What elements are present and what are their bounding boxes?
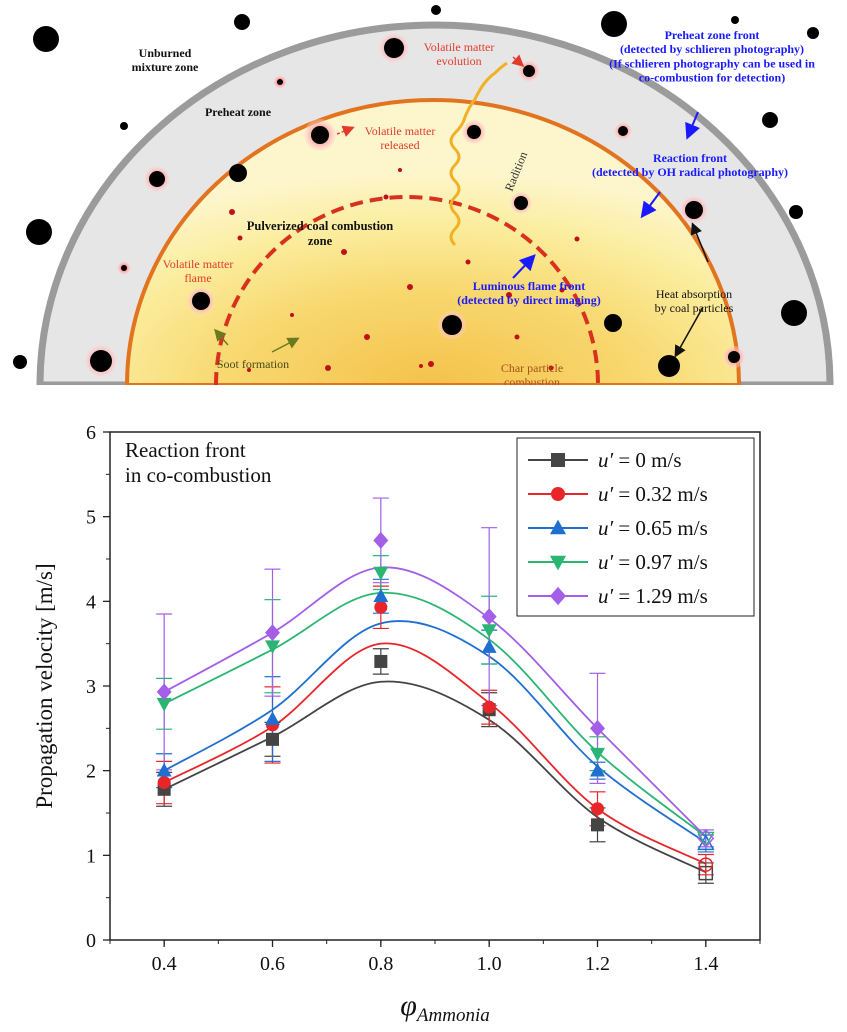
reaction-front-label: Reaction front (detected by OH radical ph… bbox=[592, 151, 788, 179]
data-point bbox=[373, 588, 389, 603]
data-point bbox=[591, 818, 604, 832]
y-tick-label: 2 bbox=[86, 761, 96, 783]
legend-label: u′ = 0 m/s bbox=[598, 448, 682, 472]
unburned-particles bbox=[13, 5, 819, 369]
y-tick-label: 3 bbox=[86, 676, 96, 698]
x-tick-label: 1.2 bbox=[585, 953, 610, 975]
y-tick-label: 6 bbox=[86, 422, 96, 444]
data-point bbox=[698, 865, 714, 881]
pulverized-zone-label: Pulverized coal combustion zone bbox=[247, 219, 394, 248]
x-tick-labels: 0.4 0.6 0.8 1.0 1.2 1.4 bbox=[152, 953, 719, 975]
y-tick-label: 0 bbox=[86, 930, 96, 952]
volatile-flame-label: Volatile matter flame bbox=[163, 257, 234, 285]
legend-marker bbox=[549, 555, 567, 571]
x-tick-label: 0.6 bbox=[260, 953, 285, 975]
legend: u′ = 0 m/s u′ = 0.32 m/s u′ = 0.65 m/s u′ =… bbox=[516, 437, 755, 617]
heat-arrow-2 bbox=[674, 306, 704, 358]
x-axis-label-main: φ bbox=[400, 989, 417, 1022]
data-point bbox=[590, 762, 605, 777]
data-point bbox=[591, 802, 604, 816]
data-point bbox=[590, 747, 605, 762]
legend-marker bbox=[549, 586, 567, 606]
data-point bbox=[265, 711, 280, 725]
luminous-flame-ring bbox=[214, 195, 600, 385]
legend-marker bbox=[551, 487, 565, 501]
x-tick-label: 0.4 bbox=[152, 953, 177, 975]
x-tick-label: 1.0 bbox=[477, 953, 502, 975]
unburned-zone-label: Unburned mixture zone bbox=[132, 46, 199, 74]
volatile-released-label: Volatile matter released bbox=[365, 124, 436, 152]
data-point bbox=[482, 700, 496, 714]
data-point bbox=[157, 776, 171, 790]
luminous-front-arrow bbox=[512, 254, 536, 279]
data-point bbox=[698, 857, 714, 872]
data-point bbox=[374, 654, 388, 668]
y-tick-label: 1 bbox=[86, 845, 96, 867]
volatile-evolution-arrow bbox=[511, 54, 525, 67]
data-point bbox=[156, 697, 172, 712]
data-point bbox=[156, 762, 172, 777]
x-axis-label: φAmmonia bbox=[400, 989, 489, 1026]
propagation-velocity-chart: 0.4 0.6 0.8 1.0 1.2 1.4 0 1 2 3 4 5 6 Reaction fron… bbox=[32, 422, 761, 1026]
data-point bbox=[265, 624, 280, 642]
legend-label: u′ = 1.29 m/s bbox=[598, 584, 708, 608]
legend-label: u′ = 0.97 m/s bbox=[598, 550, 708, 574]
char-particles bbox=[229, 168, 580, 372]
flame-structure-diagram: Unburned mixture zone Preheat zone Pulver… bbox=[13, 5, 834, 385]
data-point bbox=[373, 531, 389, 549]
soot-formation-label: Soot formation bbox=[217, 357, 289, 371]
heat-arrow-1 bbox=[690, 222, 709, 263]
data-point bbox=[156, 683, 172, 701]
x-tick-label: 0.8 bbox=[368, 953, 393, 975]
preheat-front-label: Preheat zone front (detected by schlieren… bbox=[609, 28, 815, 84]
x-tick-label: 1.4 bbox=[693, 953, 718, 975]
y-tick-label: 4 bbox=[86, 591, 96, 613]
data-point bbox=[697, 831, 715, 848]
legend-marker bbox=[549, 519, 567, 535]
axis-ticks bbox=[103, 431, 761, 947]
preheat-zone-label: Preheat zone bbox=[205, 105, 272, 119]
volatile-released-arrow bbox=[336, 125, 355, 137]
data-point bbox=[697, 828, 715, 848]
y-tick-label: 5 bbox=[86, 507, 96, 529]
volatile-evolution-label: Volatile matter evolution bbox=[424, 40, 495, 68]
fit-curve-2 bbox=[163, 620, 707, 844]
fit-curve-0 bbox=[163, 680, 707, 874]
y-tick-labels: 0 1 2 3 4 5 6 bbox=[86, 422, 96, 952]
soot-arrow-1 bbox=[214, 328, 229, 346]
legend-label: u′ = 0.32 m/s bbox=[598, 482, 708, 506]
reaction-front-arrow bbox=[640, 191, 661, 219]
soot-arrow-2 bbox=[271, 337, 300, 353]
heat-absorption-label: Heat absorption by coal particles bbox=[655, 287, 734, 315]
preheat-front-arrow bbox=[685, 111, 700, 140]
char-combustion-label: Char particle combustion bbox=[501, 361, 563, 385]
legend-label: u′ = 0.65 m/s bbox=[598, 516, 708, 540]
fit-curve-1 bbox=[163, 642, 707, 865]
legend-marker bbox=[551, 453, 565, 467]
coal-particles bbox=[85, 33, 745, 377]
data-point bbox=[481, 624, 497, 638]
data-point bbox=[373, 566, 389, 581]
y-axis-label: Propagation velocity [m/s] bbox=[32, 563, 57, 808]
luminous-front-label: Luminous flame front (detected by direct … bbox=[457, 279, 600, 307]
fit-curve-4 bbox=[163, 566, 707, 838]
fit-curve-3 bbox=[163, 591, 707, 838]
data-point bbox=[374, 600, 388, 614]
x-axis-label-sub: Ammonia bbox=[415, 1005, 490, 1026]
data-point bbox=[481, 639, 497, 653]
chart-annotation: Reaction front in co-combustion bbox=[125, 438, 272, 487]
radiation-arrow bbox=[449, 61, 508, 247]
data-point bbox=[265, 640, 280, 655]
data-point bbox=[266, 732, 279, 746]
